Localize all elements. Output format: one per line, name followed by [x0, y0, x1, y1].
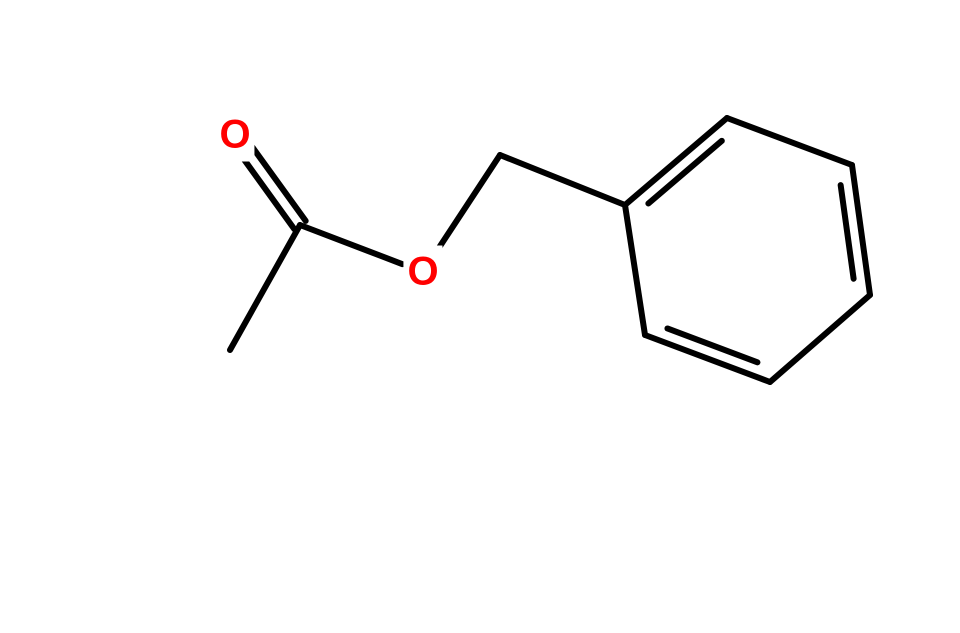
atom-label-o: O — [215, 109, 254, 162]
molecule-canvas: OO — [0, 0, 960, 633]
atom-label-o: O — [403, 246, 442, 299]
bond-layer — [0, 0, 960, 633]
